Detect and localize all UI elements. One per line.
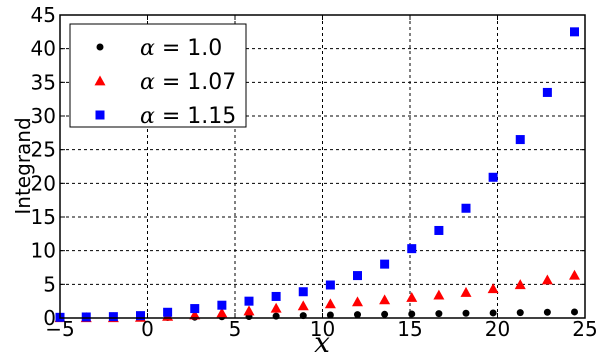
triangle-point xyxy=(297,300,309,311)
x-tick-label: 0 xyxy=(141,317,154,341)
legend-label: α = 1.15 xyxy=(140,104,236,129)
square-point xyxy=(542,87,552,97)
square-point xyxy=(190,304,200,314)
x-tick-label: 10 xyxy=(310,317,335,341)
y-tick-label: 25 xyxy=(31,138,56,162)
square-point xyxy=(325,280,335,290)
square-point xyxy=(244,296,254,306)
circle-point xyxy=(516,309,524,317)
square-point xyxy=(298,287,308,297)
triangle-point xyxy=(352,296,363,307)
y-tick-label: 45 xyxy=(31,3,56,27)
triangle-point xyxy=(243,305,255,316)
triangle-point xyxy=(460,286,472,297)
square-point xyxy=(353,271,362,281)
square-point xyxy=(163,307,173,317)
circle-point xyxy=(543,308,551,316)
legend-marker-circle xyxy=(96,43,104,51)
legend-box xyxy=(69,23,247,128)
square-point xyxy=(271,291,281,301)
circle-point xyxy=(381,310,389,318)
legend: α = 1.0 α = 1.07 α = 1.15 xyxy=(69,23,247,129)
square-point xyxy=(108,312,118,322)
y-tick-label: 5 xyxy=(43,272,56,296)
square-point xyxy=(434,225,444,235)
x-tick-label: 5 xyxy=(229,317,242,341)
triangle-point xyxy=(379,294,391,305)
triangle-point xyxy=(189,309,201,320)
circle-point xyxy=(571,308,578,316)
legend-label: α = 1.0 xyxy=(140,36,222,61)
x-tick-label: 25 xyxy=(572,317,597,341)
square-point xyxy=(488,172,498,182)
triangle-point xyxy=(514,279,526,290)
legend-label: α = 1.07 xyxy=(140,70,236,95)
y-tick-label: 35 xyxy=(31,70,56,94)
y-tick-label: 40 xyxy=(31,37,56,61)
y-tick-label: 15 xyxy=(31,205,56,229)
triangle-point xyxy=(216,307,228,318)
x-axis-label: x xyxy=(314,326,330,356)
legend-marker-triangle xyxy=(94,75,106,86)
y-tick-label: 20 xyxy=(31,171,56,195)
x-tick-label: 20 xyxy=(485,317,510,341)
triangle-point xyxy=(406,291,418,302)
y-tick-label: 30 xyxy=(31,104,56,128)
y-tick-label: 0 xyxy=(43,306,56,330)
square-point xyxy=(81,312,91,322)
axis-ticks xyxy=(59,14,586,319)
circle-point xyxy=(462,309,470,317)
square-point xyxy=(515,135,525,145)
square-point xyxy=(217,300,227,310)
circle-point xyxy=(326,311,334,319)
legend-marker-square xyxy=(95,110,105,120)
circle-point xyxy=(435,310,443,318)
x-tick-label: −5 xyxy=(45,317,74,341)
triangle-point xyxy=(433,289,445,300)
square-point xyxy=(407,244,417,254)
square-point xyxy=(570,27,579,37)
x-tick-label: 15 xyxy=(397,317,422,341)
triangle-point xyxy=(270,302,282,313)
circle-point xyxy=(354,311,361,319)
triangle-point xyxy=(541,274,553,285)
triangle-point xyxy=(487,283,499,294)
y-axis-label: Integrand xyxy=(11,117,35,214)
square-point xyxy=(380,259,390,269)
triangle-point xyxy=(324,298,336,309)
square-point xyxy=(461,203,471,213)
triangle-point xyxy=(569,269,580,280)
y-tick-label: 10 xyxy=(31,239,56,263)
square-point xyxy=(136,311,145,321)
circle-point xyxy=(489,309,497,317)
